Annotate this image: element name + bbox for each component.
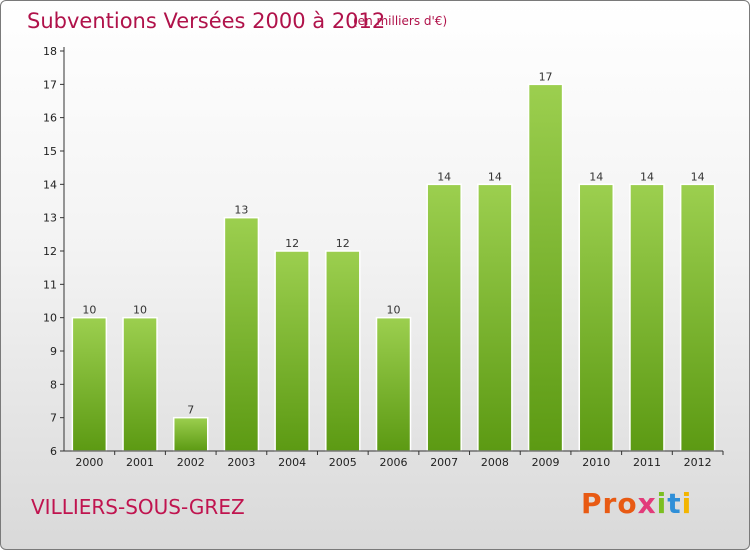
x-tick-label-2002: 2002: [177, 456, 205, 469]
unit-note: (en milliers d'€): [353, 14, 448, 28]
y-tick-label-7: 7: [50, 412, 57, 425]
data-label-2001: 10: [133, 304, 147, 317]
y-tick-label-18: 18: [43, 45, 57, 58]
bar-2001: [122, 316, 158, 452]
y-tick-label-14: 14: [43, 178, 57, 191]
logo-part: i: [681, 487, 693, 520]
y-tick-label-16: 16: [43, 112, 57, 125]
y-tick-label-17: 17: [43, 78, 57, 91]
town-name: VILLIERS-SOUS-GREZ: [31, 495, 245, 519]
proxiti-logo: Proxiti: [581, 487, 692, 520]
data-label-2012: 14: [691, 170, 705, 183]
data-label-2008: 14: [488, 170, 502, 183]
bar-2006: [375, 316, 412, 452]
x-tick-label-2010: 2010: [582, 456, 610, 469]
x-tick-label-2009: 2009: [532, 456, 560, 469]
logo-part: t: [667, 487, 682, 520]
data-label-2006: 10: [387, 304, 401, 317]
data-label-2003: 13: [234, 204, 248, 217]
bar-2008: [477, 183, 513, 452]
data-label-2007: 14: [437, 170, 451, 183]
bar-2011: [629, 183, 665, 452]
data-label-2009: 17: [539, 70, 553, 83]
data-label-2002: 7: [187, 404, 194, 417]
y-tick-label-6: 6: [50, 445, 57, 458]
y-tick-label-11: 11: [43, 278, 57, 291]
y-tick-label-9: 9: [50, 345, 57, 358]
bar-2007: [426, 183, 462, 452]
x-tick-label-2011: 2011: [633, 456, 661, 469]
data-label-2005: 12: [336, 237, 350, 250]
x-tick-label-2008: 2008: [481, 456, 509, 469]
x-tick-label-2006: 2006: [380, 456, 408, 469]
bar-2003: [223, 216, 260, 452]
x-tick-label-2004: 2004: [278, 456, 306, 469]
bar-2000: [71, 316, 108, 452]
x-tick-label-2001: 2001: [126, 456, 154, 469]
chart-title: Subventions Versées 2000 à 2012: [27, 9, 386, 33]
x-tick-label-2005: 2005: [329, 456, 357, 469]
y-tick-label-12: 12: [43, 245, 57, 258]
bar-2005: [325, 250, 361, 452]
y-tick-label-8: 8: [50, 378, 57, 391]
x-tick-label-2012: 2012: [684, 456, 712, 469]
data-label-2010: 14: [589, 170, 603, 183]
x-tick-label-2007: 2007: [430, 456, 458, 469]
bar-2012: [679, 183, 716, 452]
x-tick-label-2003: 2003: [227, 456, 255, 469]
bar-2004: [274, 250, 310, 452]
logo-part: x: [637, 487, 657, 520]
y-tick-label-15: 15: [43, 145, 57, 158]
bar-2009: [527, 83, 564, 452]
data-label-2004: 12: [285, 237, 299, 250]
bar-2010: [578, 183, 615, 452]
data-label-2000: 10: [82, 304, 96, 317]
y-tick-label-13: 13: [43, 212, 57, 225]
bar-2002: [172, 416, 209, 452]
logo-part: Pro: [581, 487, 638, 520]
logo-part: i: [656, 487, 668, 520]
y-tick-label-10: 10: [43, 312, 57, 325]
data-label-2011: 14: [640, 170, 654, 183]
x-tick-label-2000: 2000: [75, 456, 103, 469]
